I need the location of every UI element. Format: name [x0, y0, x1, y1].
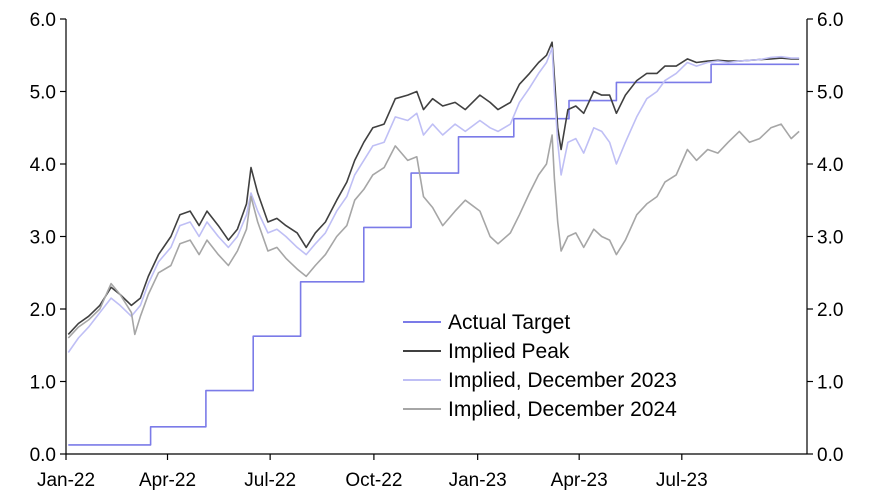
y-tick-label-left: 6.0: [30, 10, 56, 31]
y-tick-label-right: 2.0: [817, 300, 843, 321]
y-tick-label-left: 2.0: [30, 300, 56, 321]
axes-layer: 0.0 0.0 1.0 1.0 2.0 2.0 3.0 3.0 4.0 4.0 5.0 5.0 6.0 6…: [30, 10, 844, 491]
series-line-implied-december-2023: [67, 47, 800, 353]
y-tick-label-left: 5.0: [30, 83, 56, 104]
y-tick-label-left: 3.0: [30, 228, 56, 249]
y-tick-label-right: 6.0: [817, 10, 843, 31]
y-tick-label-right: 0.0: [817, 445, 843, 466]
y-tick-label-left: 4.0: [30, 155, 56, 176]
series-line-actual-target: [68, 63, 800, 446]
y-tick-label-right: 1.0: [817, 373, 843, 394]
series-line-implied-december-2024: [67, 123, 800, 339]
x-tick-label: Jul-23: [656, 470, 708, 491]
x-tick-label: Jan-23: [449, 470, 507, 491]
legend-label-implied-peak: Implied Peak: [448, 340, 570, 363]
y-tick-label-left: 0.0: [30, 445, 56, 466]
legend-label-actual-target: Actual Target: [448, 311, 570, 334]
legend-label-implied-december-2024: Implied, December 2024: [448, 398, 677, 421]
x-tick-label: Apr-22: [139, 470, 196, 491]
x-tick-label: Jul-22: [244, 470, 296, 491]
y-tick-label-right: 5.0: [817, 83, 843, 104]
x-tick-label: Oct-22: [345, 470, 402, 491]
legend: Actual Target Implied Peak Implied, Decemb…: [403, 311, 677, 421]
y-tick-label-right: 3.0: [817, 228, 843, 249]
y-tick-label-left: 1.0: [30, 373, 56, 394]
series-line-implied-peak: [67, 41, 800, 335]
x-tick-label: Apr-23: [551, 470, 608, 491]
series-layer: [67, 41, 800, 446]
x-tick-label: Jan-22: [37, 470, 95, 491]
y-tick-label-right: 4.0: [817, 155, 843, 176]
legend-label-implied-december-2023: Implied, December 2023: [448, 369, 677, 392]
